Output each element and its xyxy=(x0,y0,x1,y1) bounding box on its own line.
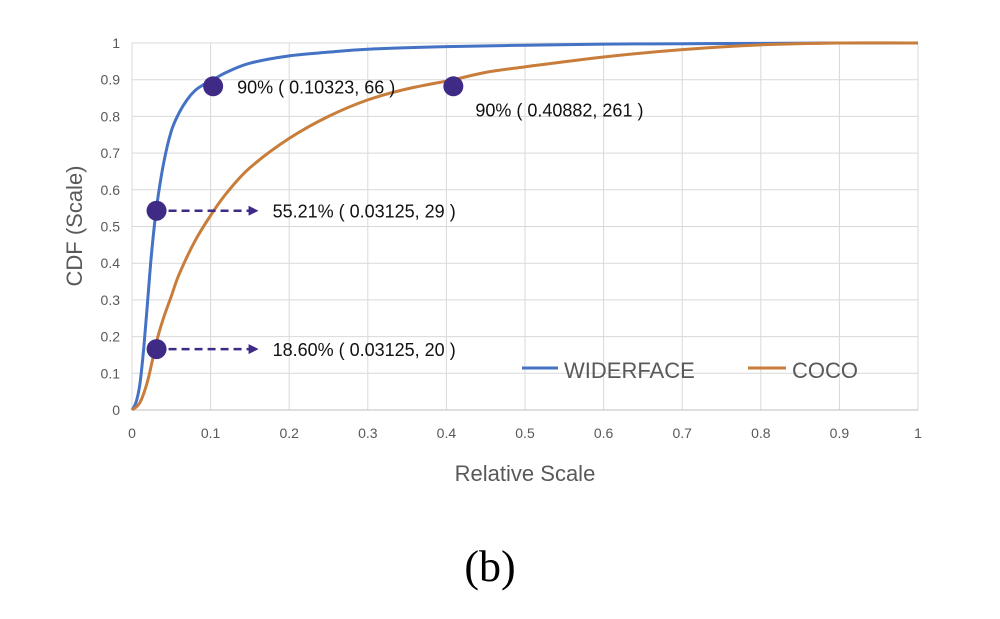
marker-label-1: 90% ( 0.40882, 261 ) xyxy=(475,100,643,120)
legend-label-widerface: WIDERFACE xyxy=(564,358,695,383)
x-tick-label-3: 0.3 xyxy=(358,425,378,441)
y-tick-label-0: 0 xyxy=(112,402,120,418)
y-tick-label-7: 0.7 xyxy=(101,145,121,161)
x-tick-label-4: 0.4 xyxy=(437,425,457,441)
y-tick-label-1: 0.1 xyxy=(101,365,121,381)
series-line-coco xyxy=(130,41,919,412)
y-tick-label-4: 0.4 xyxy=(101,255,121,271)
marker-point-0 xyxy=(203,76,224,97)
x-tick-label-2: 0.2 xyxy=(279,425,299,441)
marker-point-1 xyxy=(443,76,464,97)
y-tick-label-8: 0.8 xyxy=(101,108,121,124)
y-tick-label-3: 0.3 xyxy=(101,292,121,308)
marker-point-3 xyxy=(146,339,167,360)
tick-labels: 0 0.1 0.2 0.3 0.4 0.5 0.6 0.7 0.8 0.9 1 0 0.1 0.2 0.3 0… xyxy=(101,35,923,441)
x-tick-label-10: 1 xyxy=(914,425,922,441)
marker-label-3: 18.60% ( 0.03125, 20 ) xyxy=(273,340,456,360)
marker-label-0: 90% ( 0.10323, 66 ) xyxy=(237,77,395,97)
x-tick-label-8: 0.8 xyxy=(751,425,771,441)
legend-label-coco: COCO xyxy=(792,358,858,383)
y-axis-title: CDF (Scale) xyxy=(62,165,87,286)
y-tick-label-6: 0.6 xyxy=(101,182,121,198)
y-tick-label-5: 0.5 xyxy=(101,219,121,235)
marker-point-2 xyxy=(146,200,167,221)
x-tick-label-6: 0.6 xyxy=(594,425,614,441)
y-tick-label-2: 0.2 xyxy=(101,329,121,345)
y-tick-label-10: 1 xyxy=(112,35,120,51)
x-tick-label-0: 0 xyxy=(128,425,136,441)
x-tick-label-5: 0.5 xyxy=(515,425,535,441)
x-tick-label-1: 0.1 xyxy=(201,425,221,441)
figure-caption: (b) xyxy=(464,542,515,591)
x-tick-label-7: 0.7 xyxy=(672,425,692,441)
grid xyxy=(131,42,919,411)
y-tick-label-9: 0.9 xyxy=(101,72,121,88)
markers: 90% ( 0.10323, 66 ) 90% ( 0.40882, 261 ) 5… xyxy=(146,76,643,360)
x-tick-label-9: 0.9 xyxy=(830,425,850,441)
legend: WIDERFACE COCO xyxy=(522,358,858,383)
x-axis-title: Relative Scale xyxy=(455,461,596,486)
marker-label-2: 55.21% ( 0.03125, 29 ) xyxy=(273,202,456,222)
